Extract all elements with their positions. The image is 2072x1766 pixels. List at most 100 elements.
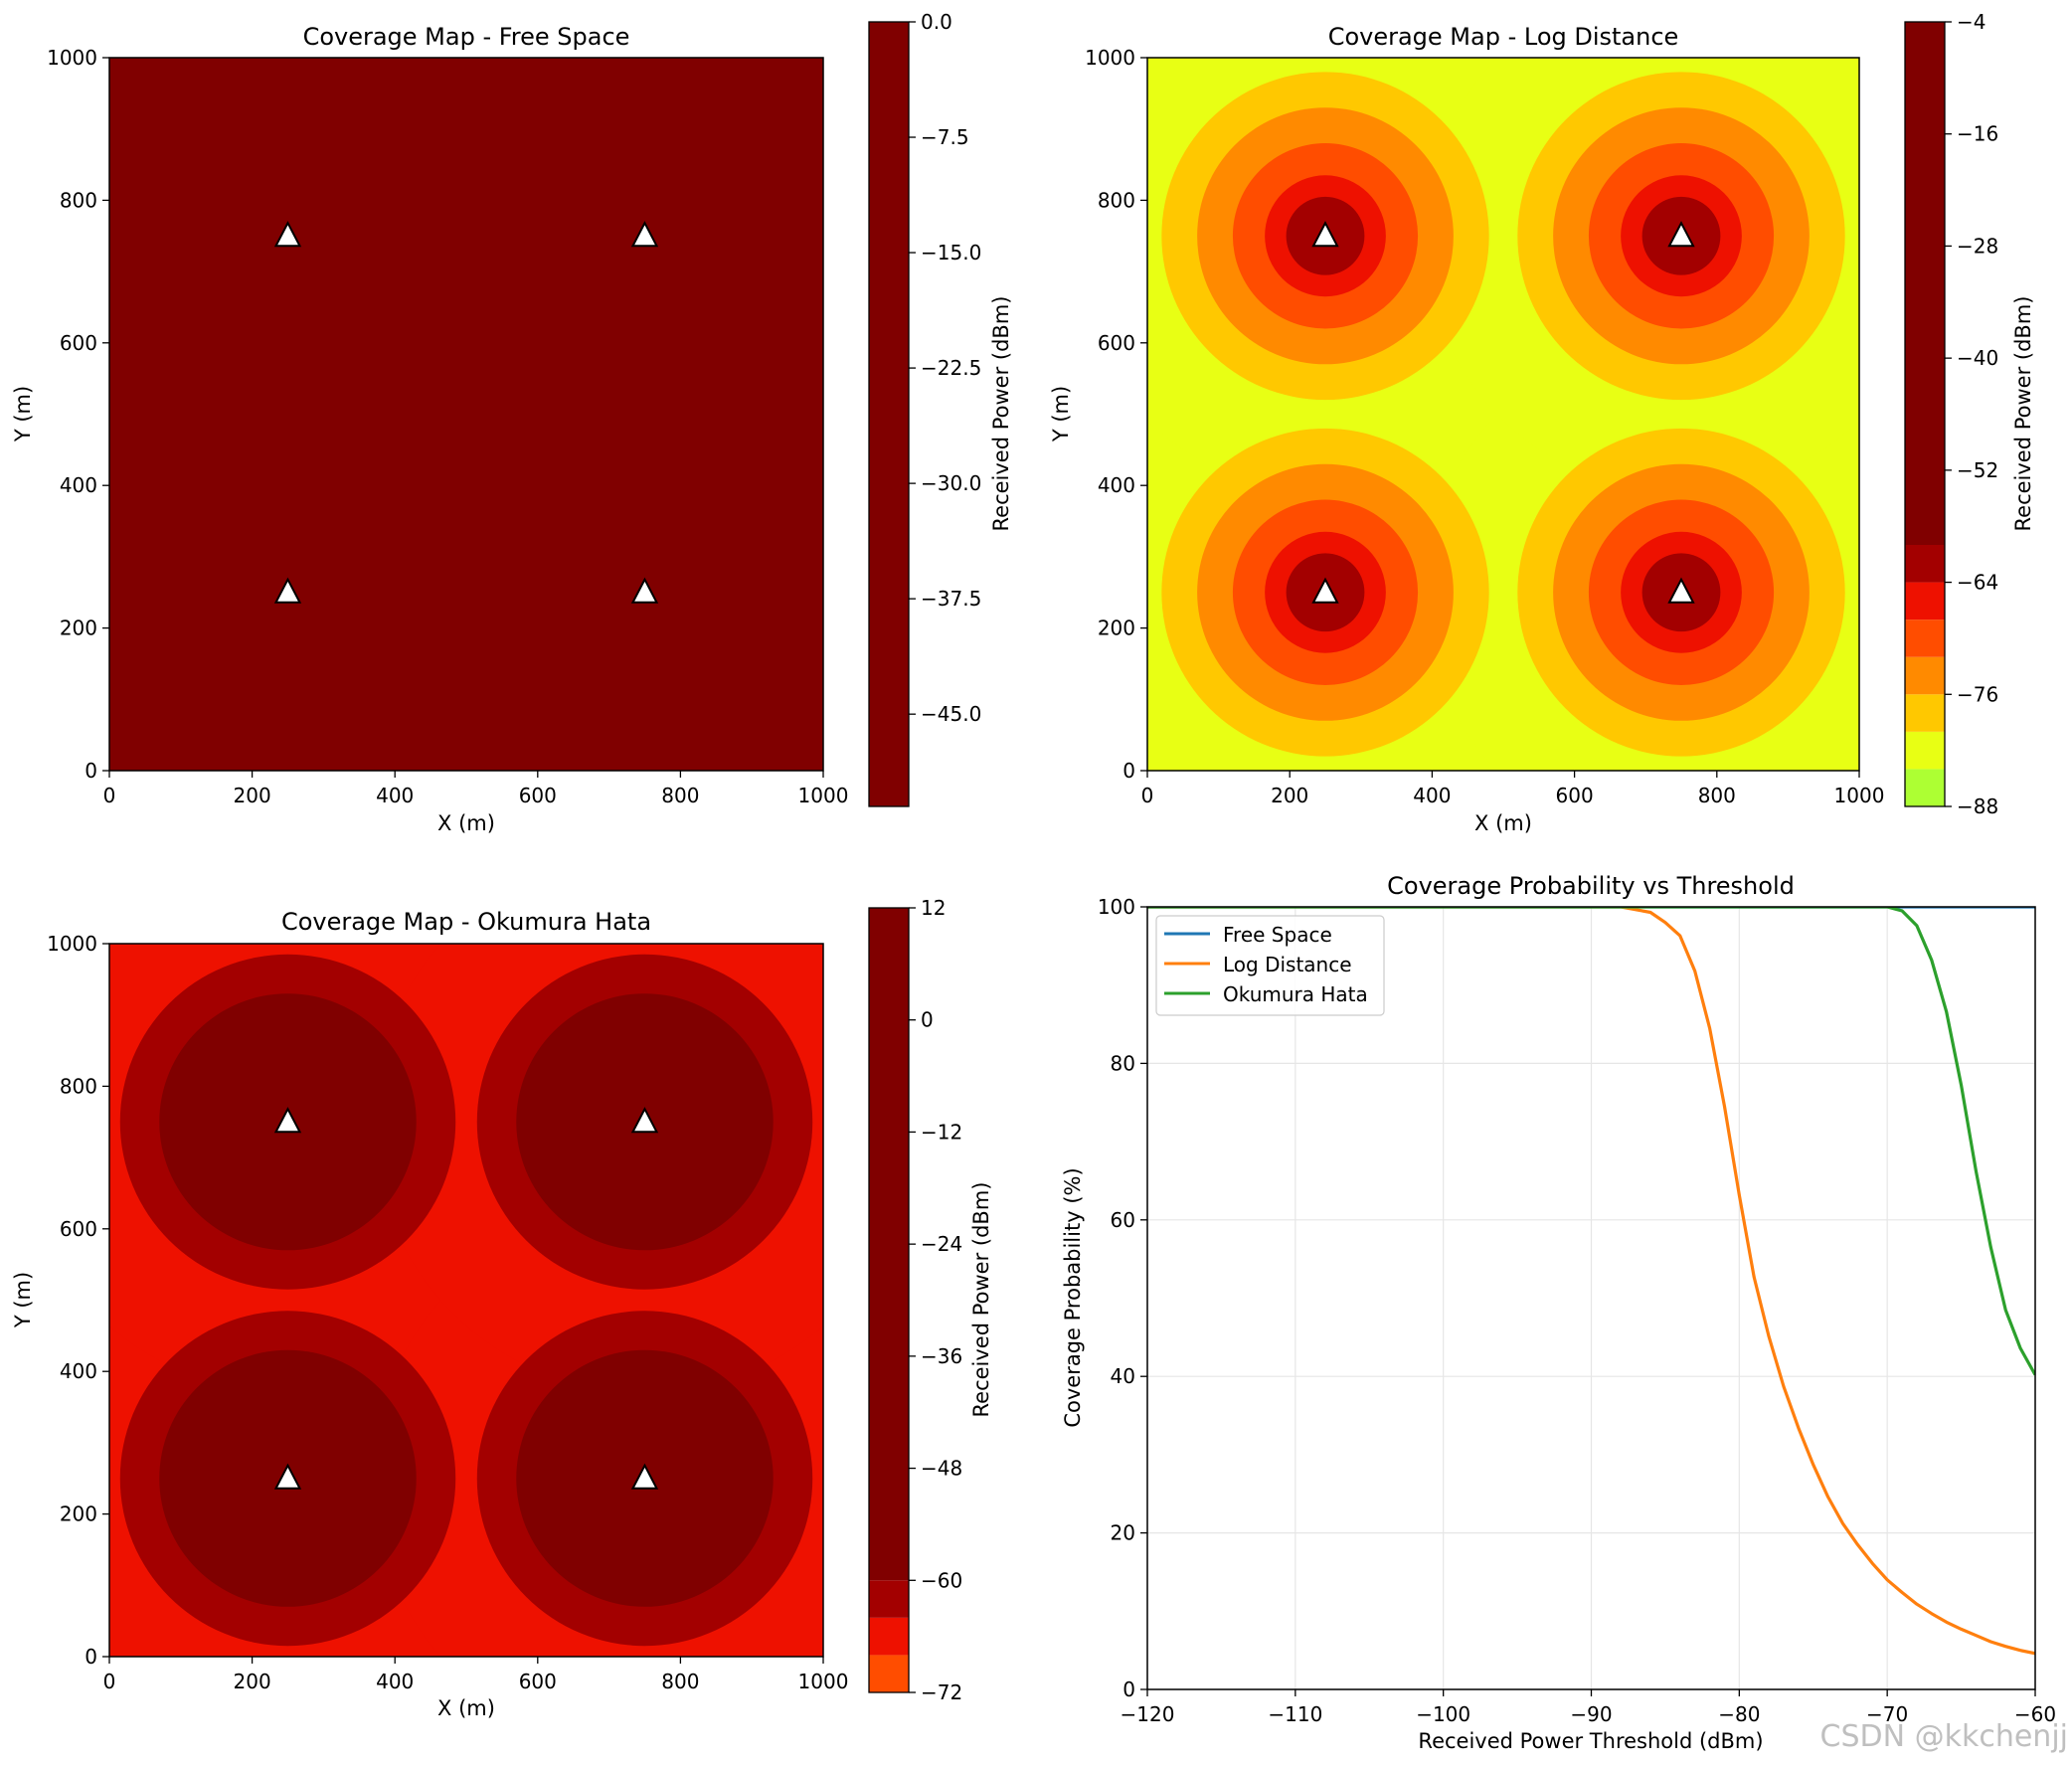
colorbar-frame <box>868 907 910 1693</box>
y-axis-ticks: 0 200 400 600 800 1000 <box>1085 46 1147 783</box>
panel-free-space: Coverage Map - Free Space 0 200 400 600 800 1… <box>11 10 1013 835</box>
x-tick-label: 600 <box>1556 784 1594 807</box>
panel-title: Coverage Map - Okumura Hata <box>281 908 651 936</box>
x-tick-label: 400 <box>376 784 414 807</box>
series-line-log-distance <box>1147 907 2035 1656</box>
plot-frame <box>108 943 824 1658</box>
plot-frame <box>108 57 824 772</box>
x-tick-label: 200 <box>234 1670 271 1693</box>
x-tick-label: −70 <box>1866 1702 1908 1726</box>
colorbar-band <box>1905 545 1945 583</box>
y-axis-label: Y (m) <box>1049 386 1073 442</box>
y-tick-label: 400 <box>1098 473 1135 497</box>
watermark: CSDN @kkchenjj <box>1820 1719 2068 1754</box>
x-tick-label: 400 <box>1413 784 1451 807</box>
contour-fill <box>109 944 823 1657</box>
x-tick-label: −90 <box>1570 1702 1612 1726</box>
x-tick-label: 0 <box>1141 784 1154 807</box>
legend-label-okumura-hata: Okumura Hata <box>1223 982 1368 1006</box>
legend-label-log-distance: Log Distance <box>1223 953 1352 976</box>
legend: Free Space Log Distance Okumura Hata <box>1155 915 1385 1016</box>
y-axis-label: Y (m) <box>11 1272 35 1328</box>
y-tick-label: 0 <box>85 759 97 783</box>
colorbar-tick-label: −52 <box>1957 458 1998 482</box>
colorbar-tick-label: 0 <box>921 1008 934 1032</box>
colorbar: 12 0 −12 −24 −36 −48 −60 −72 <box>868 896 962 1704</box>
x-tick-label: 1000 <box>798 784 849 807</box>
base-station-markers <box>273 1107 659 1490</box>
base-station-marker <box>630 221 659 248</box>
x-tick-label: 800 <box>661 784 699 807</box>
y-tick-label: 80 <box>1111 1051 1135 1075</box>
x-tick-label: 800 <box>1698 784 1736 807</box>
y-axis-ticks: 0 200 400 600 800 1000 <box>47 46 109 783</box>
y-tick-label: 0 <box>85 1645 97 1669</box>
colorbar-band <box>1905 769 1945 806</box>
colorbar-band <box>869 22 909 806</box>
colorbar: 0.0 −7.5 −15.0 −22.5 −30.0 −37.5 −45.0 <box>868 10 981 807</box>
base-station-marker <box>630 1463 659 1490</box>
x-tick-label: 200 <box>234 784 271 807</box>
colorbar-tick-label: −36 <box>921 1344 962 1368</box>
base-station-marker <box>630 577 659 604</box>
colorbar-label: Received Power (dBm) <box>969 1182 993 1418</box>
x-tick-label: 0 <box>103 1670 116 1693</box>
colorbar-tick-label: −15.0 <box>921 241 981 265</box>
colorbar-tick-label: −72 <box>921 1680 962 1704</box>
colorbar-band <box>869 1580 909 1618</box>
colorbar-band <box>869 908 909 1581</box>
x-tick-label: −100 <box>1416 1702 1470 1726</box>
series-lines <box>1147 907 2035 1656</box>
legend-box <box>1155 915 1385 1016</box>
colorbar-tick-label: −22.5 <box>921 356 981 380</box>
plot-frame <box>1146 57 1860 772</box>
colorbar-tick-label: −48 <box>921 1457 962 1481</box>
colorbar-band <box>1905 656 1945 695</box>
y-tick-label: 1000 <box>47 932 97 956</box>
colorbar-tick-label: −30.0 <box>921 471 981 495</box>
colorbar-tick-label: −88 <box>1957 795 1998 818</box>
y-tick-label: 40 <box>1111 1364 1135 1388</box>
y-tick-label: 200 <box>1098 617 1135 640</box>
y-tick-label: 100 <box>1098 895 1135 919</box>
colorbar-band <box>1905 731 1945 770</box>
colorbar-tick-label: −16 <box>1957 122 1998 146</box>
colorbar-tick-label: −40 <box>1957 346 1998 370</box>
colorbar-tick-label: −12 <box>921 1120 962 1144</box>
x-tick-label: −120 <box>1121 1702 1175 1726</box>
y-tick-label: 0 <box>1122 759 1135 783</box>
x-tick-label: 400 <box>376 1670 414 1693</box>
heatmap-fill <box>109 58 823 771</box>
y-tick-label: 600 <box>1098 331 1135 355</box>
x-tick-label: 600 <box>519 784 557 807</box>
y-tick-label: 800 <box>60 1074 97 1098</box>
x-axis-ticks: 0 200 400 600 800 1000 <box>1141 771 1884 807</box>
colorbar-frame <box>1904 21 1946 807</box>
x-tick-label: 200 <box>1271 784 1308 807</box>
colorbar-tick-label: −60 <box>921 1568 962 1592</box>
colorbar-tick-label: −24 <box>921 1232 962 1256</box>
colorbar-tick-label: −7.5 <box>921 125 969 149</box>
colorbar: −4 −16 −28 −40 −52 −64 −76 −88 <box>1904 10 1998 818</box>
x-axis-label: X (m) <box>437 811 495 835</box>
y-tick-label: 800 <box>1098 188 1135 212</box>
colorbar-band <box>1905 619 1945 657</box>
y-tick-label: 600 <box>60 1217 97 1241</box>
base-station-marker <box>630 1107 659 1134</box>
colorbar-tick-label: −45.0 <box>921 702 981 726</box>
colorbar-label: Received Power (dBm) <box>989 296 1013 532</box>
y-axis-ticks: 0 20 40 60 80 100 <box>1098 895 1147 1701</box>
x-axis-label: X (m) <box>1474 811 1532 835</box>
colorbar-band <box>1905 694 1945 732</box>
base-station-marker <box>1667 577 1695 604</box>
base-station-marker <box>1311 221 1339 248</box>
panel-coverage-probability: Coverage Probability vs Threshold −120 −1… <box>1061 872 2056 1753</box>
base-station-marker <box>273 1107 302 1134</box>
x-tick-label: 600 <box>519 1670 557 1693</box>
y-tick-label: 800 <box>60 188 97 212</box>
panel-okumura-hata: Coverage Map - Okumura Hata 0 200 400 600 80… <box>11 896 993 1720</box>
y-tick-label: 0 <box>1122 1678 1135 1701</box>
y-tick-label: 1000 <box>47 46 97 70</box>
y-tick-label: 1000 <box>1085 46 1135 70</box>
